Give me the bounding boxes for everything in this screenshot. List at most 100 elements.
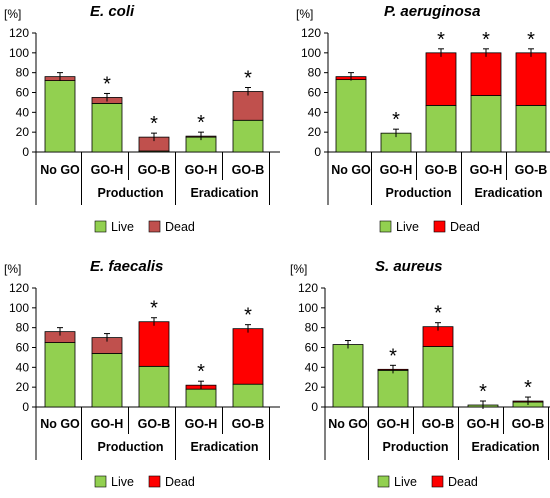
- x-group-label: Production: [98, 440, 164, 454]
- x-category-label: GO-H: [185, 417, 218, 431]
- x-category-label: GO-B: [512, 417, 545, 431]
- y-tick-label: 100: [9, 46, 29, 60]
- bar-live: [232, 383, 264, 408]
- significance-star: *: [244, 68, 252, 90]
- y-tick-label: 60: [305, 341, 319, 355]
- y-tick-label: 100: [9, 301, 29, 315]
- legend-swatch-dead: [148, 220, 161, 233]
- x-category-label: GO-B: [425, 163, 458, 177]
- y-tick-label: 40: [16, 105, 30, 119]
- bar-dead: [232, 328, 264, 385]
- bar-dead: [470, 52, 502, 96]
- y-tick-label: 60: [16, 86, 30, 100]
- y-tick-label: 80: [305, 321, 319, 335]
- legend-swatch-live: [377, 475, 390, 488]
- x-category-label: GO-H: [91, 417, 124, 431]
- y-tick-label: 120: [301, 26, 321, 40]
- bar-live: [515, 104, 547, 153]
- y-tick-label: 20: [305, 380, 319, 394]
- y-tick-label: 120: [298, 281, 318, 295]
- x-category-label: No GO: [328, 417, 368, 431]
- legend-label-dead: Dead: [165, 220, 195, 234]
- significance-star: *: [434, 303, 442, 325]
- y-tick-label: 80: [308, 66, 322, 80]
- x-group-label: Production: [383, 440, 449, 454]
- x-category-label: No GO: [40, 417, 80, 431]
- bar-live: [425, 104, 457, 153]
- legend-swatch-live: [94, 220, 107, 233]
- significance-star: *: [482, 29, 490, 51]
- x-group-label: Eradication: [190, 440, 258, 454]
- bar-live: [138, 365, 170, 408]
- chart-title: S. aureus: [375, 258, 443, 275]
- y-tick-label: 0: [311, 400, 318, 414]
- x-category-label: No GO: [331, 163, 371, 177]
- unit-label: [%]: [4, 262, 21, 276]
- chart-panel-1: E. coli [%] 0 20 40 60 80 100 120 No GO * GO-H * GO-B…: [4, 3, 280, 234]
- significance-star: *: [479, 381, 487, 403]
- y-tick-label: 40: [305, 360, 319, 374]
- y-tick-label: 120: [9, 281, 29, 295]
- x-category-label: GO-B: [232, 417, 265, 431]
- legend-label-dead: Dead: [448, 475, 478, 489]
- significance-star: *: [392, 109, 400, 131]
- y-tick-label: 60: [16, 341, 30, 355]
- bar-live: [422, 346, 454, 408]
- significance-star: *: [527, 29, 535, 51]
- significance-star: *: [150, 113, 158, 135]
- y-tick-label: 60: [308, 86, 322, 100]
- bar-live: [335, 79, 367, 153]
- significance-star: *: [437, 29, 445, 51]
- significance-star: *: [197, 361, 205, 383]
- y-tick-label: 40: [16, 360, 30, 374]
- bar-live: [470, 95, 502, 153]
- x-category-label: GO-B: [515, 163, 548, 177]
- x-group-label: Eradication: [471, 440, 539, 454]
- x-category-label: GO-H: [377, 417, 410, 431]
- bar-live: [44, 80, 76, 153]
- x-group-label: Eradication: [474, 186, 542, 200]
- legend-label-dead: Dead: [450, 220, 480, 234]
- legend-swatch-dead: [431, 475, 444, 488]
- bar-dead: [515, 52, 547, 106]
- bar-live: [91, 103, 123, 153]
- chart-title: E. faecalis: [90, 258, 163, 275]
- y-tick-label: 100: [301, 46, 321, 60]
- bar-live: [332, 344, 364, 408]
- x-category-label: GO-H: [185, 163, 218, 177]
- bar-live: [377, 369, 409, 408]
- bar-live: [44, 342, 76, 408]
- y-tick-label: 80: [16, 66, 30, 80]
- x-category-label: GO-H: [470, 163, 503, 177]
- unit-label: [%]: [296, 7, 313, 21]
- y-tick-label: 40: [308, 105, 322, 119]
- significance-star: *: [103, 73, 111, 95]
- significance-star: *: [197, 112, 205, 134]
- bar-dead: [232, 91, 264, 121]
- bar-live: [185, 388, 217, 408]
- legend-swatch-dead: [148, 475, 161, 488]
- chart-title: P. aeruginosa: [384, 3, 480, 20]
- legend-label-live: Live: [394, 475, 417, 489]
- y-tick-label: 80: [16, 321, 30, 335]
- x-category-label: GO-H: [380, 163, 413, 177]
- unit-label: [%]: [290, 262, 307, 276]
- y-tick-label: 20: [16, 380, 30, 394]
- chart-panel-4: S. aureus [%] 0 20 40 60 80 100 120 No GO * GO-H * GO…: [290, 258, 550, 489]
- x-category-label: GO-B: [138, 417, 171, 431]
- chart-panel-2: P. aeruginosa [%] 0 20 40 60 80 100 120 No GO * GO-…: [296, 3, 550, 234]
- legend-swatch-live: [94, 475, 107, 488]
- x-category-label: GO-B: [138, 163, 171, 177]
- x-category-label: GO-H: [91, 163, 124, 177]
- y-tick-label: 120: [9, 26, 29, 40]
- unit-label: [%]: [4, 7, 21, 21]
- significance-star: *: [244, 305, 252, 327]
- y-tick-label: 20: [308, 125, 322, 139]
- significance-star: *: [150, 298, 158, 320]
- y-tick-label: 20: [16, 125, 30, 139]
- y-tick-label: 0: [22, 145, 29, 159]
- x-category-label: GO-B: [422, 417, 455, 431]
- bar-live: [91, 353, 123, 408]
- x-group-label: Production: [98, 186, 164, 200]
